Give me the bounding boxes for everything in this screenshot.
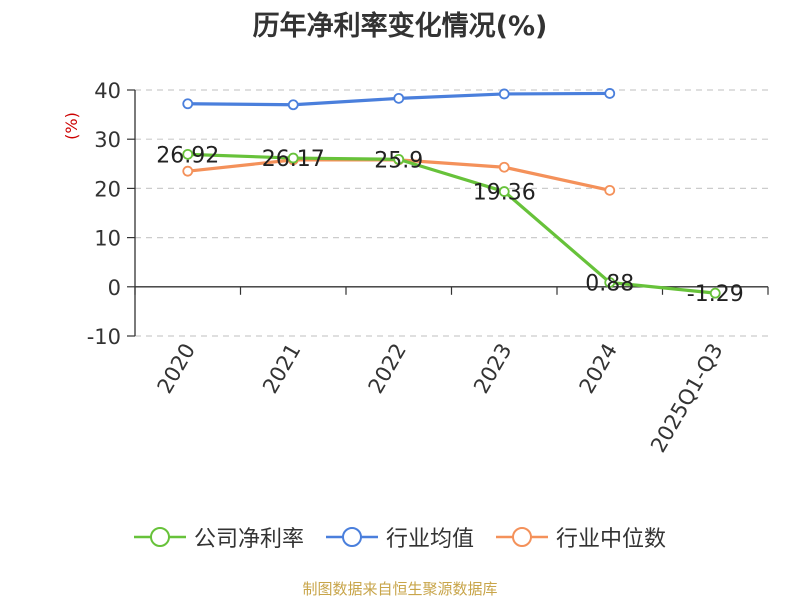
legend-item-industry_median: 行业中位数 [496, 521, 666, 553]
data-label: 26.92 [156, 143, 219, 168]
legend-marker [149, 527, 170, 547]
legend-swatch-industry_median [496, 527, 548, 547]
y-tick-label: 10 [94, 227, 121, 251]
legend-marker [341, 527, 362, 547]
data-label: 25.9 [374, 148, 423, 173]
chart-title: 历年净利率变化情况(%) [252, 11, 548, 42]
x-tick-label: 2024 [575, 339, 623, 397]
data-point-company [393, 153, 405, 165]
legend: 公司净利率 行业均值 行业中位数 [0, 519, 800, 555]
legend-marker [512, 527, 532, 547]
data-point-industry_median [604, 184, 616, 196]
data-point-company [604, 277, 616, 288]
y-tick-label: 20 [94, 177, 121, 201]
data-point-company [182, 148, 194, 160]
data-label: 26.17 [262, 147, 325, 172]
y-tick-label: 30 [94, 128, 121, 152]
data-point-industry_avg [604, 88, 616, 99]
data-point-industry_median [182, 165, 194, 177]
data-point-industry_avg [498, 88, 510, 100]
y-tick-label: 0 [108, 276, 121, 300]
legend-swatch-company [133, 527, 186, 547]
y-axis-unit-label: (%) [62, 112, 81, 140]
data-point-industry_avg [182, 98, 194, 110]
y-tick-label: -10 [87, 325, 121, 349]
y-tick-label: 40 [94, 79, 121, 103]
legend-swatch-industry_avg [325, 527, 378, 547]
legend-label: 公司净利率 [193, 527, 304, 552]
source-note: 制图数据来自恒生聚源数据库 [302, 580, 498, 598]
data-label: 0.88 [585, 271, 634, 296]
legend-item-industry_avg: 行业均值 [325, 521, 474, 553]
legend-label: 行业中位数 [556, 527, 667, 552]
data-point-company [709, 287, 721, 299]
legend-item-company: 公司净利率 [133, 521, 304, 553]
x-tick-label: 2020 [153, 339, 201, 397]
data-point-industry_median [498, 161, 510, 173]
data-point-company [287, 152, 299, 164]
series-line-company [187, 152, 716, 295]
data-point-company [498, 186, 510, 197]
x-tick-label: 2023 [469, 339, 517, 397]
data-label: -1.29 [687, 282, 744, 307]
data-point-industry_avg [393, 92, 405, 104]
data-point-industry_avg [287, 99, 299, 111]
x-tick-label: 2021 [258, 339, 306, 397]
x-tick-label: 2022 [364, 339, 412, 397]
data-label: 19.36 [473, 181, 536, 206]
legend-label: 行业均值 [385, 527, 474, 552]
x-tick-label: 2025Q1-Q3 [646, 339, 728, 456]
